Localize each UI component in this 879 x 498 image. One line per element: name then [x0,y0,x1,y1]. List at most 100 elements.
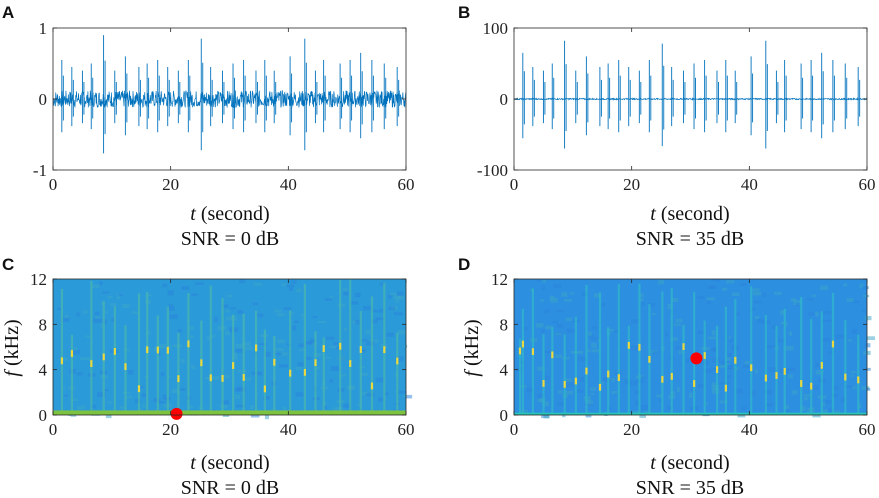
spectrogram-texture [233,352,238,357]
panel-label-a: A [2,3,14,22]
spectrogram-texture [277,339,285,344]
spectrogram-texture [803,394,813,397]
spectrogram-texture [635,400,639,406]
spectrogram-texture [577,350,583,355]
spectrogram-texture [398,390,407,394]
spectrogram-texture [231,355,238,360]
panel-b-xlabel: t (second) [650,203,729,225]
waveform-spike [146,63,150,130]
spectrogram-texture [162,394,166,400]
spectrogram-texture [283,307,292,310]
spectrogram-texture [640,376,646,380]
waveform-spike [784,59,787,133]
spectrogram-texture [641,302,645,306]
spectrogram-texture [585,414,592,418]
spectrogram-texture [168,304,174,308]
spectrogram-highlight [273,358,276,366]
x-tick-label: 40 [741,175,758,194]
spectrogram-highlight [783,367,786,375]
spectrogram-texture [564,390,574,395]
spectrogram-texture [753,300,762,304]
waveform-noise [52,89,407,109]
spectrogram-highlight [263,385,266,393]
x-tick-label: 20 [623,175,640,194]
waveform-spike [832,59,835,133]
spectrogram-texture [116,294,121,300]
spectrogram-texture [634,390,641,394]
spectrogram-texture [309,338,315,342]
spectrogram-highlight [775,372,778,379]
spectrogram-texture [859,283,865,289]
spectrogram-texture [280,352,288,356]
spectrogram-texture [522,327,529,331]
panel-c-ticks: 0 20 40 60 0 4 8 12 [30,270,415,439]
spectrogram-texture [224,374,230,379]
spectrogram-texture [336,346,340,350]
spectrogram-texture [852,386,857,389]
spectrogram-texture [212,375,220,381]
spectrogram-texture [812,414,821,418]
spectrogram-texture [253,282,262,286]
spectrogram-highlight [585,367,588,375]
spectrogram-texture [643,410,649,415]
waveform-spike [671,67,674,127]
spectrogram-texture [850,370,859,374]
spectrogram-texture [556,402,564,406]
spectrogram-texture [359,373,368,376]
spectrogram-texture [844,385,853,388]
x-tick-label: 60 [398,175,415,194]
spectrogram-texture [390,292,397,296]
waveform-spike [810,59,814,133]
spectrogram-texture [619,342,623,346]
spectrogram-stripe [844,319,847,415]
spectrogram-texture [772,325,777,330]
spectrogram-stripe [396,332,399,415]
spectrogram-texture [305,341,314,345]
spectrogram-texture [365,329,372,334]
spectrogram-texture [361,391,368,396]
spectrogram-highlight [339,342,342,350]
spectrogram-texture [727,375,732,378]
spectrogram-texture [361,339,368,342]
spectrogram-texture [566,328,575,333]
spectrogram-texture [330,366,340,371]
spectrogram-highlight [724,384,727,392]
waveform-spike [304,38,307,151]
spectrogram-highlight [359,346,362,353]
spectrogram-texture [250,404,255,410]
waveform-spike [575,70,578,124]
panel-d-ticks: 0 20 40 60 0 4 8 12 [491,270,876,439]
spectrogram-texture [363,305,373,311]
spectrogram-stripe [90,280,93,415]
waveform-spike [585,56,589,136]
spectrogram-highlight [574,377,577,385]
waveform-spike [243,59,246,133]
spectrogram-texture [725,357,731,362]
spectrogram-texture [833,410,841,414]
spectrogram-texture [96,392,106,398]
y-tick-label: 100 [483,19,509,38]
spectrogram-stripe [518,338,522,415]
spectrogram-texture [222,413,230,417]
waveform-spike [693,63,696,130]
spectrogram-texture [815,311,819,317]
spectrogram-texture [586,400,594,406]
spectrogram-texture [735,388,743,394]
spectrogram-texture [333,342,338,345]
spectrogram-stripe [574,316,577,415]
spectrogram-texture [237,310,244,315]
spectrogram-texture [338,374,346,377]
waveform-spike [648,59,652,133]
y-tick-label: 4 [500,361,509,380]
spectrogram-texture [264,351,271,357]
spectrogram-highlight [750,364,753,372]
y-tick-label: 1 [39,19,48,38]
spectrogram-texture [696,295,705,299]
spectrogram-texture [707,336,717,340]
spectrogram-texture [847,339,853,342]
spectrogram-highlight [146,346,149,354]
x-tick-label: 60 [859,175,876,194]
panel-label-b: B [458,3,470,22]
x-tick-label: 0 [510,175,519,194]
spectrogram-texture [590,387,596,391]
